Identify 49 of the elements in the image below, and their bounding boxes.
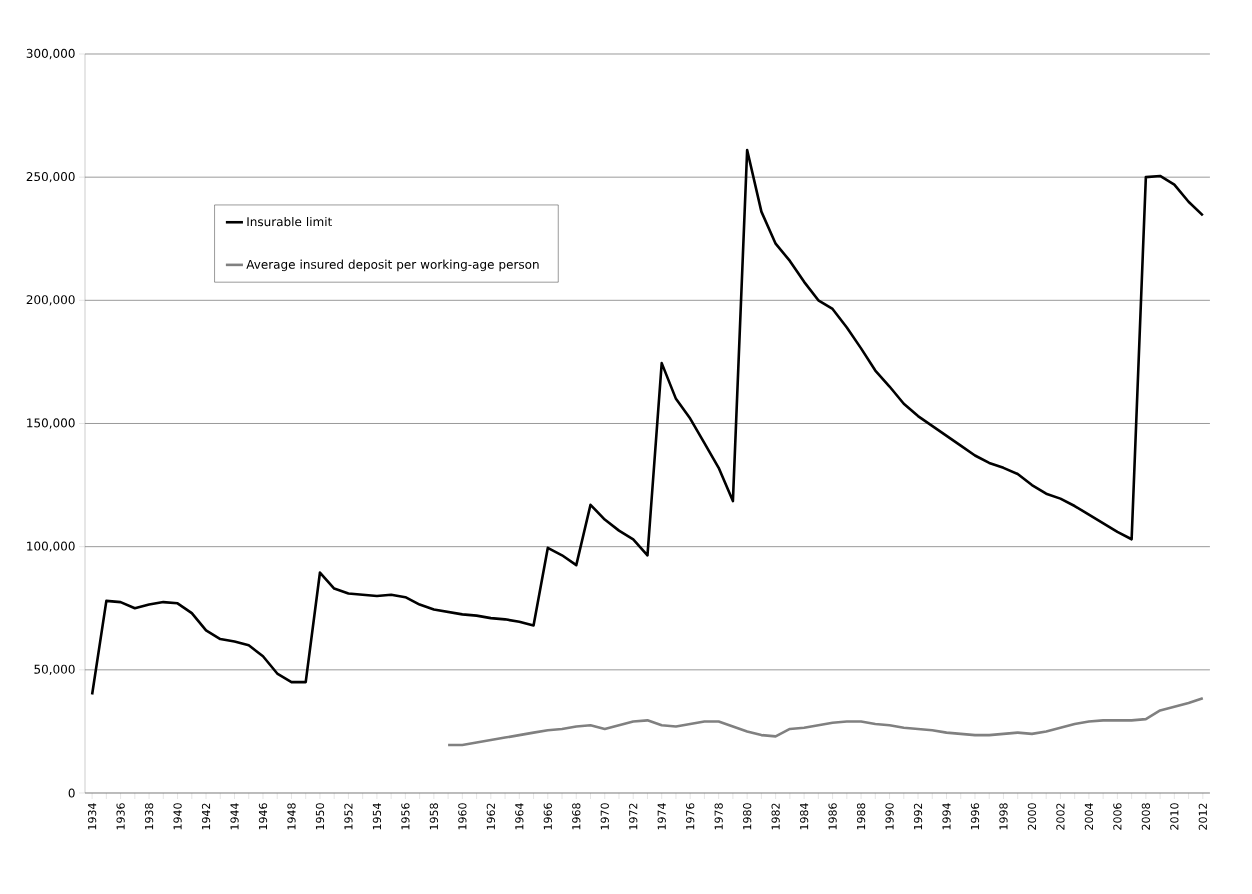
x-tick-label: 1978 (714, 803, 723, 830)
y-tick-label: 100,000 (27, 541, 75, 552)
x-tick-label: 1958 (429, 803, 439, 830)
x-tick-label: 2004 (1084, 803, 1094, 830)
x-tick-label: 2000 (1027, 803, 1037, 830)
legend-label: Insurable limit (247, 216, 332, 227)
x-tick-label: 1948 (287, 803, 296, 830)
x-tick-label: 1946 (258, 803, 268, 830)
x-tick-label: 1996 (970, 803, 980, 830)
x-tick-label: 1952 (344, 803, 353, 830)
y-tick-label: 150,000 (27, 418, 75, 429)
y-tick-label: 250,000 (26, 172, 75, 183)
x-tick-label: 1980 (743, 803, 752, 830)
x-tick-label: 1968 (572, 803, 581, 830)
x-tick-label: 1936 (116, 803, 125, 830)
x-tick-label: 1998 (999, 803, 1008, 830)
x-tick-label: 1988 (856, 803, 866, 830)
x-tick-label: 2002 (1056, 803, 1065, 830)
x-tick-label: 1938 (144, 803, 154, 830)
x-tick-label: 1962 (486, 803, 495, 830)
x-tick-label: 1944 (230, 803, 239, 830)
x-tick-label: 1992 (913, 803, 923, 830)
y-tick-label: 300,000 (26, 48, 75, 60)
x-tick-label: 2008 (1141, 803, 1151, 830)
x-tick-label: 1960 (458, 803, 467, 830)
x-tick-label: 1990 (885, 803, 894, 830)
x-tick-label: 1942 (201, 803, 211, 830)
x-tick-label: 1956 (401, 803, 410, 830)
x-tick-label: 1940 (173, 803, 182, 830)
x-tick-label: 1970 (600, 803, 609, 830)
x-tick-label: 1976 (686, 803, 695, 830)
y-tick-label: 200,000 (26, 295, 75, 306)
y-tick-label: 0 (68, 788, 75, 798)
x-tick-label: 1982 (771, 803, 780, 830)
x-tick-label: 1972 (629, 803, 638, 830)
x-tick-label: 1964 (515, 803, 524, 830)
x-tick-label: 1994 (942, 803, 951, 830)
x-tick-label: 1934 (87, 803, 97, 830)
legend-label: Average insured deposit per working-age person (246, 259, 539, 272)
y-tick-label: 50,000 (34, 664, 75, 675)
x-tick-label: 2012 (1198, 803, 1207, 830)
x-tick-label: 1986 (828, 803, 837, 830)
x-tick-label: 1974 (657, 803, 666, 830)
x-tick-label: 2006 (1113, 803, 1122, 830)
x-tick-label: 1950 (315, 803, 325, 830)
x-tick-label: 1984 (799, 803, 809, 830)
x-tick-label: 2010 (1170, 803, 1179, 830)
x-tick-label: 1966 (543, 803, 552, 830)
x-tick-label: 1954 (372, 803, 382, 830)
